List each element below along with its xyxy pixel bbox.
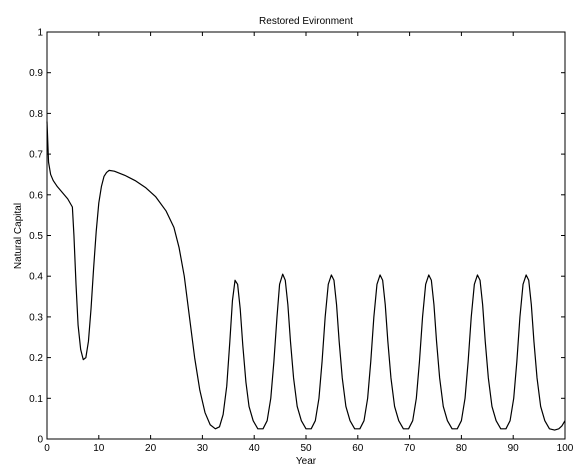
x-tick-label: 40: [249, 443, 261, 454]
x-tick-label: 70: [404, 443, 416, 454]
y-tick-label: 0.6: [29, 190, 43, 201]
x-tick-label: 30: [197, 443, 209, 454]
series-line: [46, 121, 566, 431]
x-tick-label: 60: [352, 443, 364, 454]
x-tick-label: 0: [44, 443, 50, 454]
y-tick-label: 0: [37, 435, 43, 446]
plot-area: [46, 31, 566, 440]
chart-title: Restored Evironment: [259, 16, 353, 27]
y-tick-label: 0.3: [29, 312, 43, 323]
x-tick-label: 80: [456, 443, 468, 454]
x-tick-label: 50: [300, 443, 312, 454]
x-tick-label: 100: [557, 443, 573, 454]
y-tick-label: 1: [37, 28, 43, 39]
y-tick-label: 0.1: [29, 394, 43, 405]
y-tick-label: 0.7: [29, 150, 43, 161]
y-axis-label: Natural Capital: [13, 203, 24, 269]
y-tick-label: 0.4: [29, 272, 43, 283]
y-tick-label: 0.5: [29, 231, 43, 242]
y-tick-label: 0.9: [29, 68, 43, 79]
series-layer: [46, 121, 566, 431]
x-axis-ticks: 0 10 20 30 40 50 60 70 80 90 100: [44, 32, 573, 454]
x-tick-label: 90: [508, 443, 520, 454]
y-tick-label: 0.8: [29, 109, 43, 120]
x-tick-label: 10: [93, 443, 105, 454]
y-axis-ticks: 0 0.1 0.2 0.3 0.4 0.5 0.6 0.7 0.8 0.9 1: [29, 28, 565, 446]
x-tick-label: 20: [145, 443, 157, 454]
y-tick-label: 0.2: [29, 353, 43, 364]
x-axis-label: Year: [296, 456, 317, 466]
